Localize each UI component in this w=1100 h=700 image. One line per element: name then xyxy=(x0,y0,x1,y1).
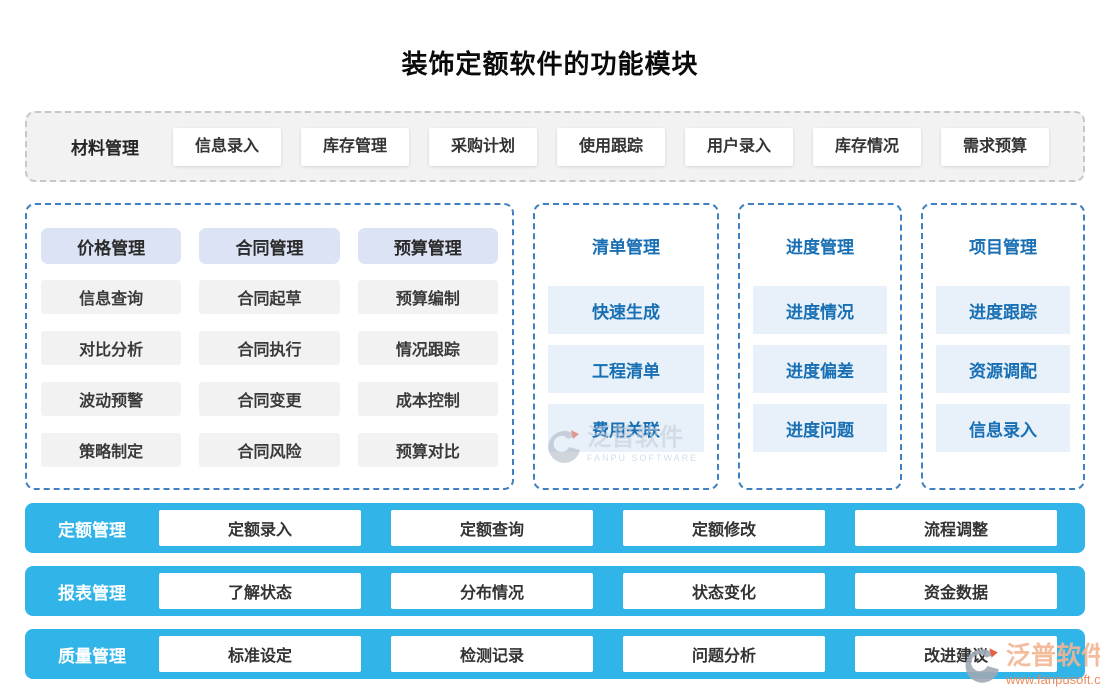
quality-mgmt-bar: 质量管理 标准设定 检测记录 问题分析 改进建议 xyxy=(25,629,1085,679)
quality-mgmt-label: 质量管理 xyxy=(58,646,126,666)
item-contract-change[interactable]: 合同变更 xyxy=(199,382,340,416)
material-button-inventory-mgmt[interactable]: 库存管理 xyxy=(300,127,409,166)
item-progress-issues[interactable]: 进度问题 xyxy=(753,404,887,452)
report-mgmt-buttons: 了解状态 分布情况 状态变化 资金数据 xyxy=(159,573,1057,609)
material-button-demand-budget[interactable]: 需求预算 xyxy=(940,127,1049,166)
button-fund-data[interactable]: 资金数据 xyxy=(855,573,1057,609)
item-budget-compile[interactable]: 预算编制 xyxy=(357,280,498,314)
quota-mgmt-buttons: 定额录入 定额查询 定额修改 流程调整 xyxy=(159,510,1057,546)
middle-section: 价格管理 合同管理 预算管理 信息查询 合同起草 预算编制 对比分析 合同执行 … xyxy=(25,203,1085,490)
item-compare-analysis[interactable]: 对比分析 xyxy=(41,331,182,365)
item-contract-execute[interactable]: 合同执行 xyxy=(199,331,340,365)
quota-mgmt-bar: 定额管理 定额录入 定额查询 定额修改 流程调整 xyxy=(25,503,1085,553)
button-quota-modify[interactable]: 定额修改 xyxy=(623,510,825,546)
item-info-query[interactable]: 信息查询 xyxy=(41,280,182,314)
header-contract-mgmt[interactable]: 合同管理 xyxy=(199,228,340,264)
material-button-user-entry[interactable]: 用户录入 xyxy=(684,127,793,166)
button-problem-analysis[interactable]: 问题分析 xyxy=(623,636,825,672)
material-button-inventory-status[interactable]: 库存情况 xyxy=(812,127,921,166)
price-contract-budget-panel: 价格管理 合同管理 预算管理 信息查询 合同起草 预算编制 对比分析 合同执行 … xyxy=(25,203,514,490)
header-price-mgmt[interactable]: 价格管理 xyxy=(41,228,182,264)
quota-mgmt-label: 定额管理 xyxy=(58,520,126,540)
header-budget-mgmt[interactable]: 预算管理 xyxy=(357,228,498,264)
quality-mgmt-buttons: 标准设定 检测记录 问题分析 改进建议 xyxy=(159,636,1057,672)
checklist-mgmt-panel: 清单管理 快速生成 工程清单 费用关联 xyxy=(533,203,719,490)
material-button-purchase-plan[interactable]: 采购计划 xyxy=(428,127,537,166)
material-panel-label: 材料管理 xyxy=(71,139,139,158)
item-fluctuation-warning[interactable]: 波动预警 xyxy=(41,382,182,416)
material-button-info-entry[interactable]: 信息录入 xyxy=(172,127,281,166)
material-button-usage-tracking[interactable]: 使用跟踪 xyxy=(556,127,665,166)
item-info-entry[interactable]: 信息录入 xyxy=(936,404,1070,452)
item-budget-compare[interactable]: 预算对比 xyxy=(357,433,498,467)
button-know-status[interactable]: 了解状态 xyxy=(159,573,361,609)
button-improve-suggestion[interactable]: 改进建议 xyxy=(855,636,1057,672)
project-mgmt-panel: 项目管理 进度跟踪 资源调配 信息录入 xyxy=(921,203,1085,490)
report-mgmt-label: 报表管理 xyxy=(58,583,126,603)
item-progress-deviation[interactable]: 进度偏差 xyxy=(753,345,887,393)
button-quota-entry[interactable]: 定额录入 xyxy=(159,510,361,546)
button-status-change[interactable]: 状态变化 xyxy=(623,573,825,609)
page-title: 装饰定额软件的功能模块 xyxy=(401,49,699,79)
button-standard-setting[interactable]: 标准设定 xyxy=(159,636,361,672)
item-resource-allocation[interactable]: 资源调配 xyxy=(936,345,1070,393)
report-mgmt-bar: 报表管理 了解状态 分布情况 状态变化 资金数据 xyxy=(25,566,1085,616)
button-process-adjust[interactable]: 流程调整 xyxy=(855,510,1057,546)
item-contract-risk[interactable]: 合同风险 xyxy=(199,433,340,467)
header-progress-mgmt: 进度管理 xyxy=(786,238,854,257)
progress-mgmt-panel: 进度管理 进度情况 进度偏差 进度问题 xyxy=(738,203,902,490)
item-cost-association[interactable]: 费用关联 xyxy=(548,404,704,452)
item-contract-draft[interactable]: 合同起草 xyxy=(199,280,340,314)
item-strategy-making[interactable]: 策略制定 xyxy=(41,433,182,467)
button-quota-query[interactable]: 定额查询 xyxy=(391,510,593,546)
item-cost-control[interactable]: 成本控制 xyxy=(357,382,498,416)
button-inspection-record[interactable]: 检测记录 xyxy=(391,636,593,672)
item-progress-status[interactable]: 进度情况 xyxy=(753,286,887,334)
material-panel: 材料管理 信息录入 库存管理 采购计划 使用跟踪 用户录入 库存情况 需求预算 xyxy=(25,111,1085,182)
item-quick-generate[interactable]: 快速生成 xyxy=(548,286,704,334)
button-distribution[interactable]: 分布情况 xyxy=(391,573,593,609)
item-status-tracking[interactable]: 情况跟踪 xyxy=(357,331,498,365)
item-project-checklist[interactable]: 工程清单 xyxy=(548,345,704,393)
item-progress-tracking[interactable]: 进度跟踪 xyxy=(936,286,1070,334)
header-checklist-mgmt: 清单管理 xyxy=(592,238,660,257)
header-project-mgmt: 项目管理 xyxy=(969,238,1037,257)
